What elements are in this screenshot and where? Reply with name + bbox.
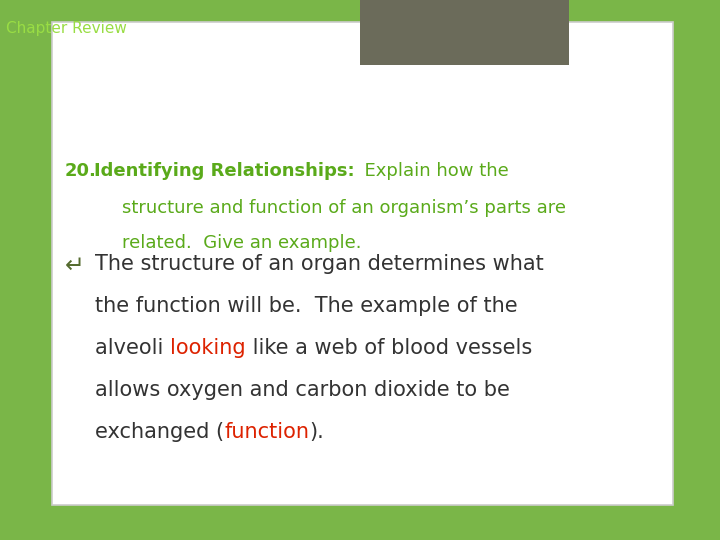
Text: structure and function of an organism’s parts are: structure and function of an organism’s … <box>122 199 567 217</box>
Text: Chapter Review: Chapter Review <box>6 21 127 36</box>
Text: The structure of an organ determines what: The structure of an organ determines wha… <box>95 254 544 274</box>
Text: allows oxygen and carbon dioxide to be: allows oxygen and carbon dioxide to be <box>95 380 510 400</box>
Text: looking: looking <box>170 338 246 358</box>
Text: the function will be.  The example of the: the function will be. The example of the <box>95 296 518 316</box>
Text: like a web of blood vessels: like a web of blood vessels <box>246 338 532 358</box>
Text: Identifying Relationships:: Identifying Relationships: <box>94 162 354 180</box>
FancyBboxPatch shape <box>52 22 673 505</box>
Text: 20.: 20. <box>65 162 96 180</box>
Text: ).: ). <box>309 422 324 442</box>
Text: function: function <box>224 422 309 442</box>
Text: ↵: ↵ <box>65 254 84 278</box>
Text: alveoli: alveoli <box>95 338 170 358</box>
Text: exchanged (: exchanged ( <box>95 422 224 442</box>
Bar <box>360 0 569 65</box>
Text: Explain how the: Explain how the <box>353 162 508 180</box>
Text: related.  Give an example.: related. Give an example. <box>122 234 362 252</box>
